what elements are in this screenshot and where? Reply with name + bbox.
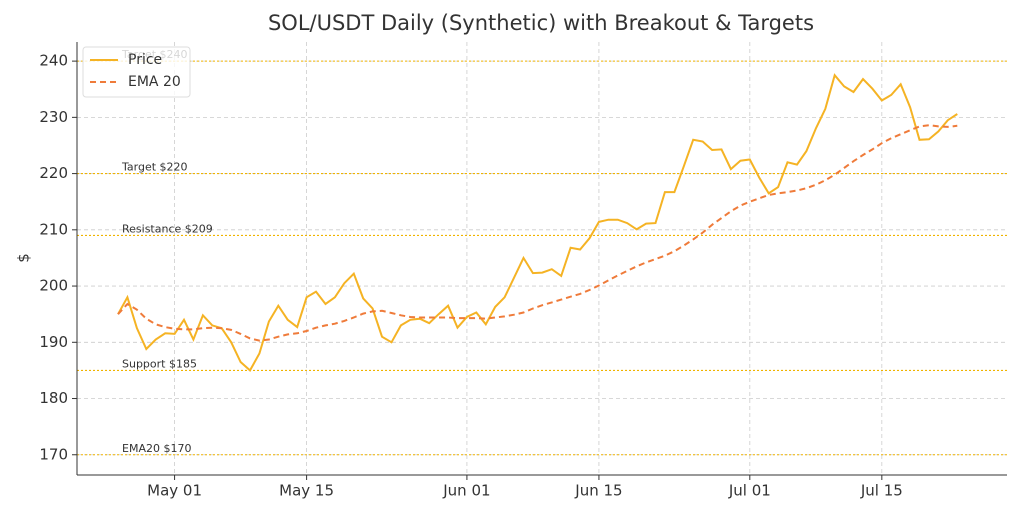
y-tick-label: 180 <box>39 389 68 407</box>
level-label: Support $185 <box>122 357 197 370</box>
y-tick-label: 190 <box>39 333 68 351</box>
y-tick-label: 240 <box>39 52 68 70</box>
level-label: Resistance $209 <box>122 222 213 235</box>
series-line <box>117 124 958 342</box>
y-axis-label: $ <box>15 253 33 263</box>
legend: Price EMA 20 <box>82 46 191 98</box>
chart-title: SOL/USDT Daily (Synthetic) with Breakout… <box>268 11 814 35</box>
y-tick-label: 200 <box>39 277 68 295</box>
x-tick-label: Jun 15 <box>574 482 622 500</box>
x-tick-label: May 01 <box>147 482 202 500</box>
legend-label: EMA 20 <box>128 74 181 90</box>
level-label: Target $220 <box>121 161 188 174</box>
x-tick-label: Jul 15 <box>860 482 903 500</box>
series-line <box>117 73 958 372</box>
y-tick-label: 170 <box>39 445 68 463</box>
x-tick-label: May 15 <box>279 482 334 500</box>
y-tick-label: 230 <box>39 108 68 126</box>
x-tick-label: Jun 01 <box>442 482 490 500</box>
x-tick-label: Jul 01 <box>728 482 771 500</box>
legend-label: Price <box>128 52 162 68</box>
y-tick-label: 220 <box>39 164 68 182</box>
y-tick-label: 210 <box>39 220 68 238</box>
level-label: EMA20 $170 <box>122 442 191 455</box>
